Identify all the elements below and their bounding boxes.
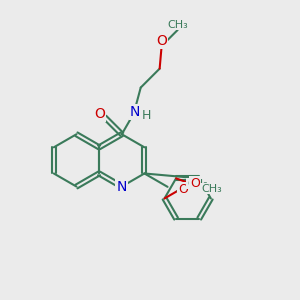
- Text: O: O: [178, 183, 188, 196]
- Text: H: H: [142, 109, 151, 122]
- Text: O: O: [190, 177, 200, 190]
- Text: CH₃: CH₃: [201, 184, 222, 194]
- Text: O: O: [156, 34, 167, 48]
- Text: O: O: [94, 107, 105, 121]
- Text: CH₃: CH₃: [187, 178, 208, 189]
- Text: CH₃: CH₃: [167, 20, 188, 30]
- Text: N: N: [117, 180, 127, 194]
- Text: N: N: [130, 105, 140, 119]
